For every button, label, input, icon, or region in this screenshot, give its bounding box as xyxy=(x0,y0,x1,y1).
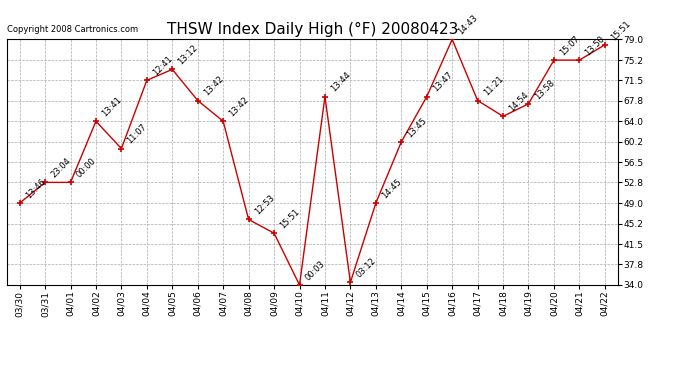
Text: 14:54: 14:54 xyxy=(507,90,531,114)
Title: THSW Index Daily High (°F) 20080423: THSW Index Daily High (°F) 20080423 xyxy=(166,22,458,37)
Text: 13:45: 13:45 xyxy=(406,116,428,139)
Text: 13:46: 13:46 xyxy=(23,177,47,200)
Text: 23:04: 23:04 xyxy=(49,156,72,180)
Text: 14:43: 14:43 xyxy=(456,13,480,37)
Text: 15:51: 15:51 xyxy=(609,19,632,42)
Text: 15:51: 15:51 xyxy=(278,207,302,230)
Text: 13:42: 13:42 xyxy=(202,75,225,98)
Text: 14:45: 14:45 xyxy=(380,177,403,200)
Text: 13:44: 13:44 xyxy=(329,70,353,94)
Text: 12:41: 12:41 xyxy=(151,54,174,78)
Text: 15:07: 15:07 xyxy=(558,34,582,57)
Text: 13:50: 13:50 xyxy=(584,34,607,57)
Text: 03:12: 03:12 xyxy=(355,256,378,279)
Text: 11:21: 11:21 xyxy=(482,75,505,98)
Text: 13:12: 13:12 xyxy=(177,44,199,67)
Text: 12:53: 12:53 xyxy=(253,194,276,217)
Text: Copyright 2008 Cartronics.com: Copyright 2008 Cartronics.com xyxy=(7,26,138,34)
Text: 00:03: 00:03 xyxy=(304,259,327,282)
Text: 13:41: 13:41 xyxy=(100,95,124,118)
Text: 00:00: 00:00 xyxy=(75,156,98,180)
Text: 13:58: 13:58 xyxy=(533,78,556,101)
Text: 11:07: 11:07 xyxy=(126,123,149,146)
Text: 13:47: 13:47 xyxy=(431,70,454,94)
Text: 13:42: 13:42 xyxy=(227,95,250,118)
